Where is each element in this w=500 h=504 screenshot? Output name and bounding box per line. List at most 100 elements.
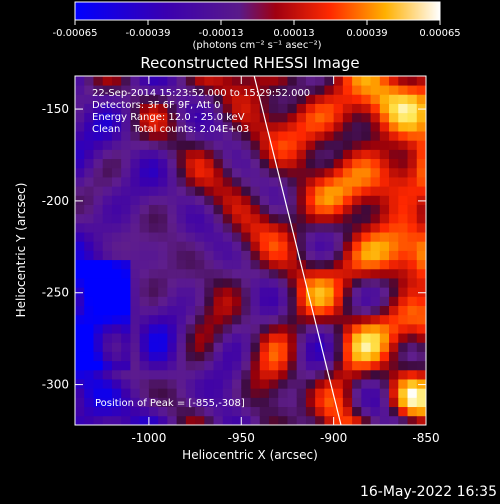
heatmap-cell (352, 222, 362, 233)
heatmap-cell (195, 195, 205, 205)
heatmap-cell (398, 177, 408, 187)
heatmap-cell (407, 241, 418, 251)
heatmap-cell (287, 415, 298, 425)
heatmap-cell (315, 149, 325, 160)
heatmap-cell (278, 415, 288, 425)
heatmap-cell (102, 131, 113, 141)
heatmap-cell (342, 186, 353, 196)
heatmap-cell (416, 406, 426, 417)
heatmap-cell (232, 333, 242, 343)
heatmap-cell (342, 287, 353, 297)
heatmap-cell (250, 195, 261, 205)
heatmap-cell (195, 140, 205, 150)
heatmap-cell (204, 268, 214, 279)
heatmap-cell (158, 131, 168, 141)
heatmap-cell (102, 213, 113, 224)
heatmap-cell (296, 167, 307, 178)
heatmap-cell (352, 406, 362, 417)
heatmap-cell (222, 76, 233, 86)
heatmap-cell (352, 213, 362, 224)
heatmap-cell (315, 241, 325, 251)
heatmap-cell (185, 121, 196, 132)
heatmap-cell (241, 333, 251, 343)
heatmap-cell (93, 140, 104, 150)
heatmap-cell (287, 195, 298, 205)
heatmap-cell (158, 76, 168, 86)
heatmap-cell (333, 76, 344, 86)
heatmap-cell (305, 177, 316, 187)
heatmap-cell (195, 158, 205, 169)
heatmap-cell (268, 268, 279, 279)
heatmap-cell (176, 259, 187, 270)
heatmap-cell (361, 140, 371, 150)
heatmap-cell (268, 351, 279, 362)
heatmap-cell (259, 323, 270, 334)
heatmap-cell (416, 167, 426, 178)
heatmap-cell (176, 360, 187, 371)
heatmap-cell (324, 232, 335, 242)
heatmap-cell (167, 360, 178, 371)
heatmap-cell (121, 278, 131, 288)
heatmap-cell (278, 167, 288, 178)
heatmap-cell (250, 140, 261, 150)
heatmap-cell (259, 121, 270, 132)
heatmap-cell (379, 250, 390, 261)
heatmap-cell (130, 94, 141, 104)
heatmap-cell (324, 158, 335, 169)
heatmap-cell (167, 305, 178, 316)
heatmap-cell (268, 167, 279, 178)
heatmap-cell (158, 369, 168, 380)
heatmap-cell (398, 388, 408, 398)
heatmap-cell (102, 94, 113, 104)
heatmap-cell (167, 112, 178, 123)
heatmap-cell (232, 131, 242, 141)
heatmap-cell (389, 121, 399, 132)
heatmap-cell (296, 131, 307, 141)
heatmap-cell (167, 268, 178, 279)
heatmap-cell (158, 186, 168, 196)
heatmap-cell (213, 213, 224, 224)
heatmap-cell (361, 369, 371, 380)
heatmap-cell (185, 241, 196, 251)
heatmap-cell (305, 388, 316, 398)
heatmap-cell (130, 278, 141, 288)
heatmap-cell (93, 76, 104, 86)
heatmap-cell (167, 94, 178, 104)
heatmap-cell (296, 360, 307, 371)
heatmap-cell (389, 158, 399, 169)
heatmap-cell (167, 195, 178, 205)
heatmap-cell (204, 342, 214, 352)
heatmap-cell (185, 333, 196, 343)
heatmap-cell (352, 397, 362, 408)
heatmap-cell (84, 241, 94, 251)
heatmap-cell (75, 177, 85, 187)
heatmap-cell (204, 232, 214, 242)
heatmap-cell (296, 397, 307, 408)
heatmap-cell (342, 149, 353, 160)
heatmap-cell (158, 94, 168, 104)
heatmap-cell (287, 379, 298, 389)
heatmap-cell (176, 379, 187, 389)
heatmap-cell (93, 158, 104, 169)
heatmap-cell (315, 379, 325, 389)
heatmap-cell (195, 112, 205, 123)
heatmap-cell (379, 204, 390, 215)
y-tick-label: -150 (42, 102, 69, 116)
heatmap-cell (407, 149, 418, 160)
heatmap-cell (333, 232, 344, 242)
heatmap-cell (111, 268, 122, 279)
heatmap-cell (121, 232, 131, 242)
heatmap-cell (407, 232, 418, 242)
heatmap-cell (84, 76, 94, 86)
heatmap-cell (111, 323, 122, 334)
heatmap-cell (416, 415, 426, 425)
heatmap-cell (121, 388, 131, 398)
heatmap-cell (130, 204, 141, 215)
heatmap-cell (370, 342, 381, 352)
heatmap-cell (232, 287, 242, 297)
heatmap-cell (315, 278, 325, 288)
heatmap-cell (102, 415, 113, 425)
heatmap-cell (287, 259, 298, 270)
heatmap-cell (84, 415, 94, 425)
heatmap-cell (296, 342, 307, 352)
